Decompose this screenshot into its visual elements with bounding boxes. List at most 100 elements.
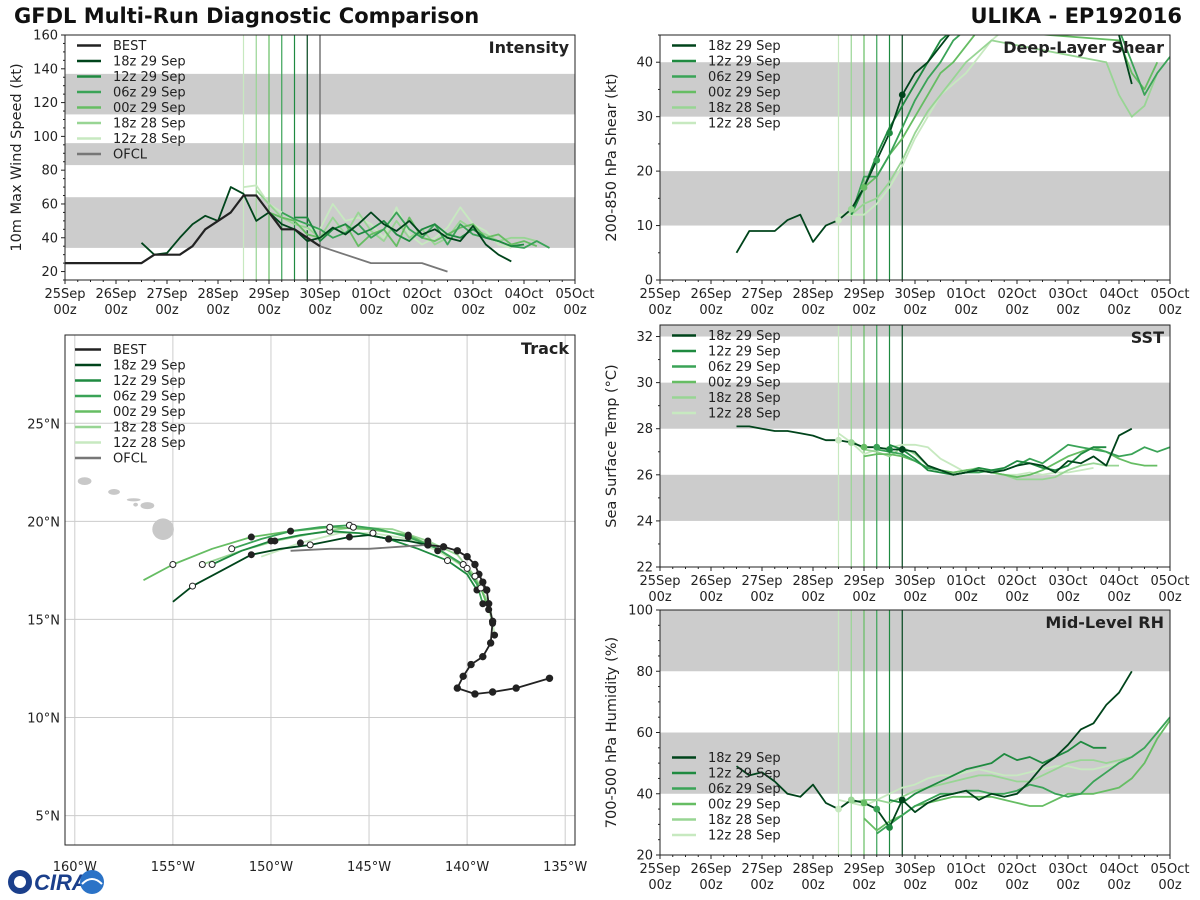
shear-ylabel: 200-850 hPa Shear (kt) (604, 73, 620, 241)
track-legend-label-18z-28-sep: 18z 28 Sep (113, 421, 186, 436)
shear-init-point-06z-29-sep (873, 156, 881, 164)
intensity-xtick-label: 28Sep (197, 287, 238, 302)
track-legend-label-18z-29-sep: 18z 29 Sep (113, 359, 186, 374)
storm-id-title: ULIKA - EP192016 (970, 4, 1182, 28)
track-point-best (483, 586, 491, 594)
shear-xtick-sublabel: 00z (954, 303, 978, 318)
track-point-00z-29-sep (485, 606, 493, 614)
shear-xtick-label: 27Sep (741, 287, 782, 302)
rh-xtick-label: 03Oct (1048, 862, 1087, 877)
track-legend-label-12z-28-sep: 12z 28 Sep (113, 436, 186, 451)
rh-legend-label-12z-28-sep: 12z 28 Sep (708, 829, 781, 844)
track-point-18z-28-sep (489, 619, 497, 627)
track-point-best (467, 660, 475, 669)
track-point-18z-28-sep (271, 537, 279, 545)
rh-xtick-sublabel: 00z (903, 878, 927, 893)
intensity-xtick-label: 25Sep (44, 287, 85, 302)
track-lon-label: 150°W (249, 860, 293, 875)
intensity-xtick-sublabel: 00z (410, 303, 434, 318)
sst-init-point-18z-28-sep (847, 439, 855, 446)
shear-series-12z-29-sep (850, 35, 949, 216)
intensity-xtick-sublabel: 00z (206, 303, 230, 318)
sst-series-12z-29-sep (889, 443, 1107, 476)
cira-logo: CIRA (8, 870, 104, 895)
shear-xtick-sublabel: 00z (699, 303, 723, 318)
rh-xtick-label: 25Sep (639, 862, 680, 877)
track-point-12z-29-sep (444, 557, 451, 565)
track-lat-label: 5°N (36, 810, 61, 825)
rh-xtick-label: 30Sep (894, 862, 935, 877)
track-point-best (488, 688, 497, 696)
track-point-best (479, 652, 487, 661)
intensity-xtick-label: 30Sep (299, 287, 340, 302)
track-point-12z-28-sep (477, 584, 485, 592)
sst-ytick-label: 22 (636, 561, 653, 576)
intensity-ytick-label: 60 (41, 197, 58, 212)
intensity-xtick-label: 26Sep (95, 287, 136, 302)
sst-init-point-06z-29-sep (873, 443, 881, 451)
track-axes-frame (64, 334, 576, 846)
rh-ytick-label: 40 (636, 787, 653, 802)
rh-init-point-18z-29-sep (898, 796, 906, 804)
sst-xtick-label: 28Sep (792, 574, 833, 589)
island (126, 498, 141, 502)
shear-legend-label-00z-29-sep: 00z 29 Sep (708, 86, 781, 101)
sst-init-point-12z-28-sep (835, 436, 842, 444)
rh-xtick-sublabel: 00z (801, 878, 825, 893)
shear-series-18z-29-sep (735, 35, 1133, 254)
track-point-12z-29-sep (208, 561, 216, 568)
sst-xtick-label: 30Sep (894, 574, 935, 589)
track-series-12z-29-sep (211, 530, 478, 591)
rh-xtick-label: 26Sep (690, 862, 731, 877)
sst-xtick-label: 02Oct (997, 574, 1036, 589)
rh-xtick-sublabel: 00z (648, 878, 672, 893)
rh-shaded-band-1 (660, 610, 1170, 672)
track-point-06z-29-sep (287, 527, 295, 535)
sst-series-18z-29-sep (736, 425, 1133, 476)
intensity-xtick-sublabel: 00z (461, 303, 485, 318)
sst-panel-title: SST (1131, 328, 1164, 347)
intensity-ytick-label: 100 (33, 130, 58, 145)
sst-ytick-label: 28 (636, 422, 653, 437)
track-lon-label: 155°W (151, 860, 195, 875)
track-point-18z-29-sep (189, 582, 196, 590)
intensity-legend-label-12z-29-sep: 12z 29 Sep (113, 70, 186, 85)
rh-ytick-label: 100 (628, 604, 653, 619)
sst-init-point-18z-29-sep (898, 446, 906, 453)
sst-ytick-label: 30 (636, 376, 653, 391)
track-lat-label: 25°N (27, 417, 60, 432)
rh-init-point-12z-28-sep (835, 805, 842, 813)
shear-ytick-label: 40 (636, 56, 653, 71)
rh-xtick-sublabel: 00z (1056, 878, 1080, 893)
sst-xtick-label: 04Oct (1099, 574, 1138, 589)
sst-xtick-label: 25Sep (639, 574, 680, 589)
track-lon-label: 160°W (53, 860, 97, 875)
rh-ylabel: 700-500 hPa Humidity (%) (604, 637, 620, 828)
shear-xtick-sublabel: 00z (1158, 303, 1182, 318)
rh-panel-title: Mid-Level RH (1045, 613, 1164, 632)
track-point-best (486, 639, 495, 647)
track-point-00z-29-sep (247, 533, 255, 541)
track-panel-title: Track (521, 339, 569, 358)
track-legend-label-best: BEST (113, 343, 146, 358)
intensity-xtick-sublabel: 00z (359, 303, 383, 318)
intensity-series-best (65, 194, 321, 265)
shear-xtick-sublabel: 00z (852, 303, 876, 318)
rh-series-12z-28-sep (838, 762, 1120, 807)
track-point-best (459, 672, 467, 681)
sst-xtick-sublabel: 00z (1107, 590, 1131, 605)
track-point-best (545, 674, 554, 682)
track-point-06z-29-sep (479, 600, 487, 608)
rh-init-point-06z-29-sep (873, 805, 881, 813)
shear-xtick-label: 05Oct (1150, 287, 1189, 302)
track-point-best (484, 600, 493, 608)
track-point-best (512, 684, 520, 692)
track-point-best (479, 578, 487, 586)
track-point-18z-29-sep (247, 551, 255, 559)
intensity-series-18z-29-sep (140, 186, 512, 263)
rh-xtick-label: 02Oct (997, 862, 1036, 877)
sst-xtick-label: 03Oct (1048, 574, 1087, 589)
rh-xtick-sublabel: 00z (699, 878, 723, 893)
sst-init-point-12z-29-sep (886, 446, 893, 453)
shear-init-point-18z-28-sep (847, 205, 855, 213)
